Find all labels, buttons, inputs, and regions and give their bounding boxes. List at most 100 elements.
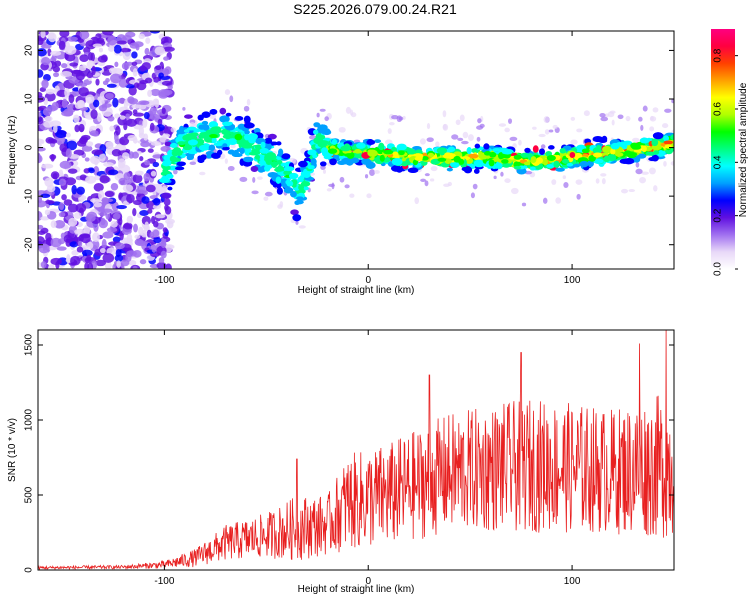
spectrogram-cell	[552, 124, 558, 130]
spectrogram-cell	[435, 141, 440, 147]
spectrogram-cell	[429, 178, 435, 182]
spectrogram-cell	[595, 178, 600, 184]
spectrogram-cell	[222, 121, 233, 126]
spectrogram-cell	[652, 132, 664, 140]
spectrogram-cell	[153, 197, 161, 206]
spectrogram-cell	[288, 172, 299, 180]
spectrogram-cell	[201, 120, 209, 125]
spectrogram-cell	[143, 172, 151, 182]
spectrogram-cell	[85, 39, 97, 50]
spectrogram-cell	[451, 134, 459, 140]
spectrogram-cell	[520, 152, 529, 158]
spectrogram-cell	[144, 159, 151, 166]
spectrogram-cell	[163, 198, 171, 206]
spectrogram-cell	[76, 186, 85, 195]
spectrogram-cell	[144, 47, 150, 56]
spectrogram-cell	[149, 122, 155, 132]
spectrogram-cell	[119, 115, 126, 120]
spectrogram-cell	[114, 242, 125, 250]
spectrogram-cell	[641, 145, 647, 153]
spectrogram-cell	[182, 144, 193, 151]
spectrogram-cell	[131, 61, 138, 66]
spectrogram-cell	[116, 40, 128, 45]
spectrogram-cell	[609, 110, 616, 114]
spectrogram-cell	[135, 185, 148, 194]
spectrogram-cell	[243, 115, 251, 124]
spectrogram-cell	[635, 168, 643, 175]
spectrogram-cell	[66, 254, 71, 264]
spectrogram-cell	[67, 203, 79, 213]
spectrogram-cell	[65, 132, 71, 138]
spectrogram-cell	[134, 238, 144, 246]
spectrogram-cell	[392, 151, 399, 157]
spectrogram-ytick-label: -20	[24, 237, 35, 252]
spectrogram-cell	[600, 173, 607, 177]
spectrogram-cell	[298, 184, 305, 191]
spectrogram-cell	[153, 98, 159, 104]
spectrogram-cell	[424, 180, 429, 187]
spectrogram-cell	[135, 43, 140, 51]
spectrogram-cell	[477, 118, 482, 124]
spectrogram-cell	[209, 134, 218, 139]
spectrogram-cell	[412, 146, 422, 150]
spectrogram-cell	[73, 212, 82, 219]
spectrogram-cell	[593, 152, 603, 158]
spectrogram-cell	[391, 158, 403, 166]
snr-ytick-label: 1500	[24, 333, 35, 356]
spectrogram-cell	[209, 114, 217, 119]
colorbar: 0.0 0.2 0.4 0.6 0.8 Normalized spectral ampl…	[711, 29, 749, 276]
spectrogram-cell	[280, 162, 288, 167]
spectrogram-cell	[153, 237, 162, 244]
spectrogram-cell	[105, 92, 114, 100]
spectrogram-cell	[59, 160, 72, 170]
spectrogram-cell	[483, 143, 490, 150]
spectrogram-cell	[101, 238, 107, 249]
spectrogram-cell	[102, 253, 115, 263]
spectrogram-cell	[511, 187, 519, 195]
spectrogram-cell	[103, 162, 115, 167]
spectrogram-cell	[555, 155, 561, 161]
spectrogram-cell	[186, 126, 197, 131]
spectrogram-cell	[104, 191, 115, 198]
spectrogram-cell	[364, 174, 369, 179]
spectrogram-cell	[579, 160, 589, 168]
spectrogram-cell	[38, 147, 46, 152]
spectrogram-cell	[163, 56, 170, 61]
spectrogram-cell	[69, 241, 79, 248]
spectrogram-cell	[600, 116, 609, 122]
spectrogram-cell	[50, 220, 57, 228]
spectrogram-cell	[369, 169, 375, 176]
spectrogram-cell	[78, 196, 84, 203]
spectrogram-cell	[152, 229, 160, 238]
spectrogram-cell	[230, 144, 236, 149]
spectrogram-cell	[638, 116, 643, 122]
spectrogram-cell	[50, 138, 58, 144]
spectrogram-cell	[88, 51, 93, 61]
spectrogram-cell	[97, 112, 102, 123]
spectrogram-cell	[120, 259, 130, 267]
spectrogram-cell	[602, 145, 612, 154]
snr-x-label: Height of straight line (km)	[298, 584, 415, 595]
spectrogram-cell	[40, 31, 46, 39]
spectrogram-cell	[562, 159, 570, 164]
colorbar-tick-label: 0.6	[713, 102, 724, 116]
spectrogram-cell	[391, 115, 399, 120]
spectrogram-cell	[167, 186, 173, 191]
spectrogram-heatmap	[38, 31, 674, 269]
spectrogram-cell	[498, 152, 505, 160]
spectrogram-cell	[258, 159, 265, 165]
spectrogram-cell	[243, 122, 255, 129]
spectrogram-cell	[182, 106, 186, 111]
spectrogram-cell	[199, 132, 209, 137]
spectrogram-cell	[593, 158, 604, 164]
spectrogram-cell	[356, 142, 366, 149]
spectrogram-cell	[177, 141, 186, 146]
spectrogram-cell	[283, 187, 294, 194]
colorbar-tick-label: 0.2	[713, 208, 724, 222]
spectrogram-cell	[626, 151, 638, 157]
spectrogram-cell	[538, 133, 546, 138]
spectrogram-cell	[118, 177, 129, 186]
spectrogram-cell	[133, 223, 138, 233]
spectrogram-cell	[147, 89, 153, 98]
